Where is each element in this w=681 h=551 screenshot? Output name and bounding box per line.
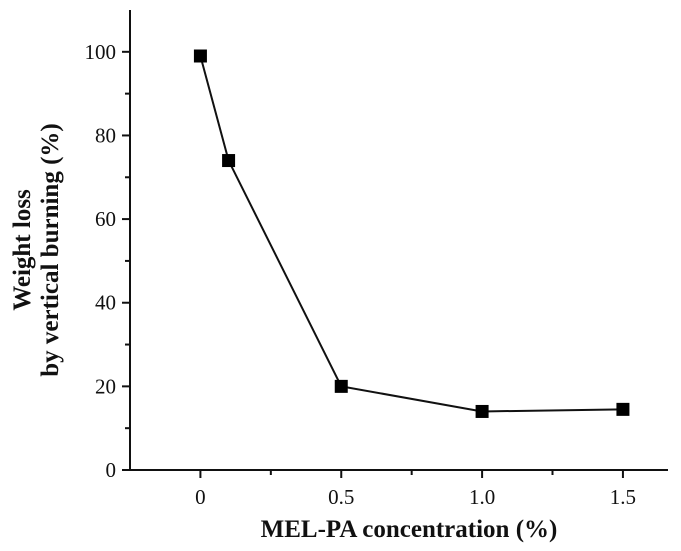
y-tick-label: 100	[85, 40, 117, 64]
x-axis-title: MEL-PA concentration (%)	[261, 516, 558, 543]
series-line	[199, 55, 623, 413]
y-tick-label: 40	[95, 291, 116, 315]
ticks	[122, 50, 624, 478]
data-point	[475, 404, 489, 418]
y-tick-label: 0	[106, 458, 117, 482]
y-axis-title-line2: by vertical burning (%)	[37, 123, 64, 376]
y-axis-title-line1: Weight loss	[9, 189, 36, 311]
axes	[129, 10, 668, 471]
series	[193, 49, 630, 418]
y-tick-label: 80	[95, 123, 116, 147]
x-tick-label: 0	[195, 485, 206, 509]
y-tick-label: 60	[95, 207, 116, 231]
data-point	[616, 402, 630, 416]
data-point	[334, 379, 348, 393]
y-tick-label: 20	[95, 374, 116, 398]
x-tick-label: 0.5	[328, 485, 354, 509]
data-point	[222, 154, 236, 168]
x-tick-label: 1.5	[610, 485, 636, 509]
x-tick-label: 1.0	[469, 485, 495, 509]
data-point	[193, 49, 207, 63]
tick-labels: 0 0.5 1.0 1.5 0 20 40 60 80 100	[85, 40, 637, 509]
